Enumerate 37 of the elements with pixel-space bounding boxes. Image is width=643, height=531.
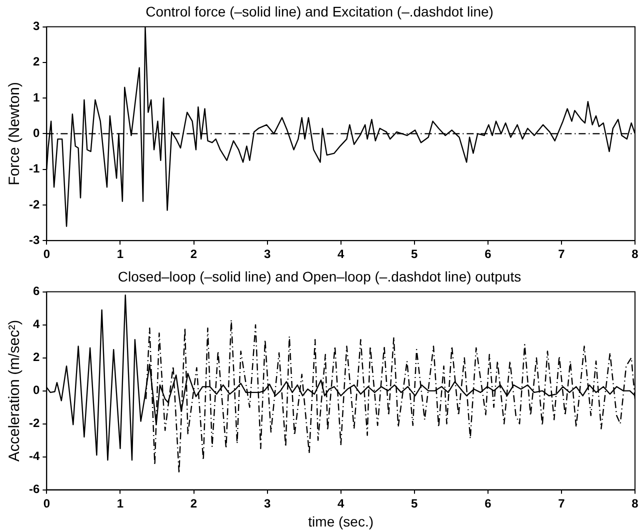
y-tick-label: -2: [29, 416, 40, 430]
y-tick-label: 1: [32, 90, 40, 104]
x-tick-label: 7: [558, 496, 566, 510]
x-tick-label: 7: [558, 247, 566, 262]
x-tick-label: 2: [190, 496, 198, 510]
y-tick-label: 4: [32, 317, 40, 332]
y-axis-title: Force (Newton): [6, 82, 24, 186]
y-tick-label: 0: [32, 126, 40, 140]
x-tick-label: 6: [484, 496, 492, 510]
y-tick-label: 3: [32, 19, 40, 34]
y-tick-label: -6: [29, 482, 40, 496]
x-tick-label: 5: [411, 496, 418, 510]
x-tick-label: 4: [337, 247, 344, 262]
x-tick-label: 3: [264, 247, 271, 262]
x-tick-label: 4: [337, 496, 344, 510]
x-tick-label: 0: [43, 496, 50, 510]
x-tick-label: 0: [43, 247, 50, 262]
y-axis-title: Acceleration (m/sec²): [6, 320, 24, 462]
y-tick-label: -4: [29, 449, 40, 464]
x-tick-label: 6: [484, 247, 492, 262]
chart-title: Closed–loop (–solid line) and Open–loop (–.dashdot line) outputs: [118, 268, 522, 284]
x-tick-label: 5: [411, 247, 418, 262]
x-tick-label: 1: [116, 496, 124, 510]
x-tick-label: 1: [116, 247, 124, 262]
x-tick-label: 8: [632, 496, 639, 510]
y-tick-label: -1: [29, 162, 40, 176]
y-tick-label: 6: [32, 284, 40, 298]
y-tick-label: 2: [32, 54, 40, 69]
y-tick-label: 0: [32, 383, 40, 398]
x-tick-label: 2: [190, 247, 198, 262]
y-tick-label: -2: [29, 197, 40, 212]
y-tick-label: 2: [32, 350, 40, 364]
x-tick-label: 3: [264, 496, 271, 510]
chart-title: Control force (–solid line) and Excitation (–.dashdot line): [146, 3, 494, 20]
y-tick-label: -3: [29, 232, 40, 247]
x-tick-label: 8: [632, 247, 639, 262]
x-axis-title: time (sec.): [308, 513, 374, 530]
